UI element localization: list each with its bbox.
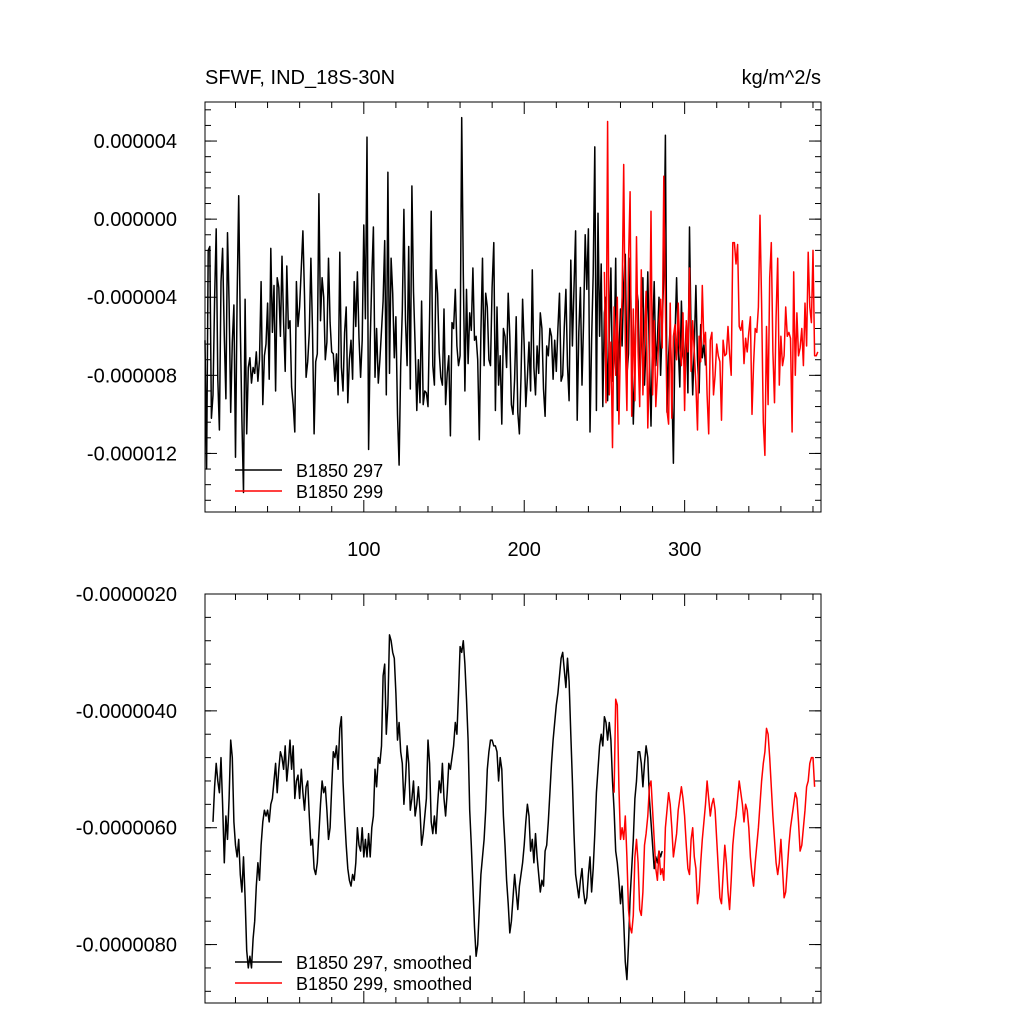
series-line-b1850-297-smoothed <box>212 634 663 981</box>
legend-label-297-smoothed: B1850 297, smoothed <box>296 953 472 973</box>
series-line-b1850-297 <box>204 116 707 494</box>
x-tick-label: 300 <box>668 539 701 561</box>
top-chart-series <box>204 116 819 494</box>
y-tick-label: -0.0000080 <box>76 935 177 957</box>
legend-label-299-smoothed: B1850 299, smoothed <box>296 974 472 994</box>
x-tick-label: 100 <box>347 539 380 561</box>
y-tick-label: -0.000008 <box>87 365 177 387</box>
y-tick-label: -0.0000040 <box>76 701 177 723</box>
bottom-chart-ticks: -0.0000020 -0.0000040 -0.0000060 -0.0000080 <box>76 584 821 1003</box>
y-tick-label: -0.000012 <box>87 443 177 465</box>
bottom-chart: -0.0000020 -0.0000040 -0.0000060 -0.0000080… <box>76 584 822 1004</box>
legend-label-299: B1850 299 <box>296 482 383 502</box>
top-chart-frame <box>204 101 822 513</box>
series-line-b1850-299 <box>603 120 819 457</box>
y-tick-label: -0.0000020 <box>76 584 177 606</box>
y-tick-label: -0.0000060 <box>76 818 177 840</box>
bottom-chart-series <box>212 634 816 981</box>
bottom-chart-legend: B1850 297, smoothed B1850 299, smoothed <box>235 953 472 994</box>
top-chart: SFWF, IND_18S-30N kg/m^2/s 100 200 300 0.00… <box>87 67 822 561</box>
top-chart-ticks: 100 200 300 0.000004 0.000000 -0.000004 -0.000… <box>87 102 821 561</box>
series-line-b1850-299-smoothed <box>613 698 816 934</box>
chart-units: kg/m^2/s <box>742 67 821 89</box>
y-tick-label: 0.000004 <box>94 131 177 153</box>
chart-title: SFWF, IND_18S-30N <box>205 67 395 89</box>
bottom-chart-frame <box>204 593 822 1004</box>
y-tick-label: 0.000000 <box>94 209 177 231</box>
x-tick-label: 200 <box>508 539 541 561</box>
legend-label-297: B1850 297 <box>296 461 383 481</box>
top-chart-legend: B1850 297 B1850 299 <box>235 461 383 502</box>
y-tick-label: -0.000004 <box>87 287 177 309</box>
